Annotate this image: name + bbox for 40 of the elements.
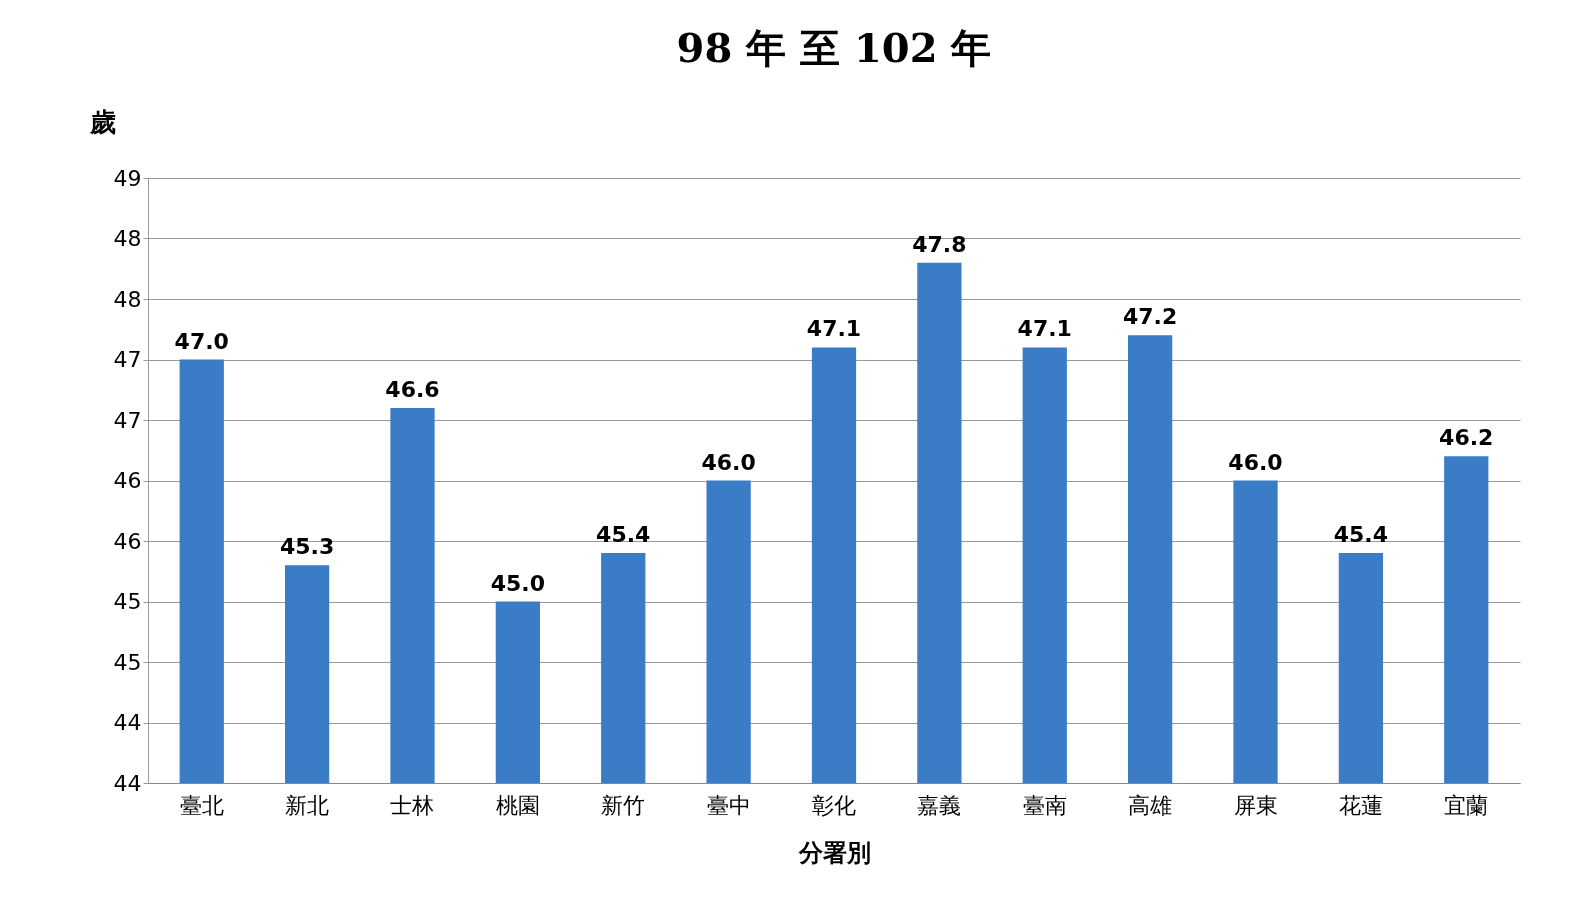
y-tick-label: 47 <box>113 407 142 433</box>
chart-title: 98 年 至 102 年 <box>676 24 992 71</box>
data-label: 46.0 <box>1228 449 1283 475</box>
x-tick-label: 士林 <box>390 792 435 818</box>
data-label: 46.6 <box>385 376 440 402</box>
y-tick-label: 48 <box>113 226 142 251</box>
y-tick-label: 46 <box>113 528 142 554</box>
data-label: 47.0 <box>174 328 229 354</box>
y-axis-title: 歲 <box>89 107 116 137</box>
data-label: 45.0 <box>490 570 546 596</box>
x-tick-label: 宜蘭 <box>1444 792 1489 818</box>
x-tick-label: 彰化 <box>812 792 856 818</box>
y-tick-label: 45 <box>113 589 142 614</box>
y-tick-label: 46 <box>113 468 142 493</box>
data-label: 47.1 <box>806 316 862 342</box>
x-tick-label: 新竹 <box>601 792 646 818</box>
x-tick-label: 高雄 <box>1128 792 1173 818</box>
x-tick-label: 花蓮 <box>1338 792 1383 818</box>
data-label: 45.3 <box>279 534 335 560</box>
y-tick-label: 44 <box>113 770 142 796</box>
y-tick-label: 48 <box>113 286 142 312</box>
data-label: 45.4 <box>596 522 651 548</box>
x-tick-label: 屏東 <box>1233 792 1278 818</box>
y-tick-label: 49 <box>113 165 142 191</box>
x-tick-label: 臺中 <box>706 792 751 818</box>
y-tick-label: 44 <box>113 710 142 735</box>
x-tick-label: 臺北 <box>179 792 224 818</box>
x-tick-label: 嘉義 <box>917 792 962 818</box>
y-tick-label: 45 <box>113 649 142 675</box>
data-label: 46.2 <box>1439 425 1494 451</box>
x-tick-label: 桃園 <box>495 792 540 818</box>
data-label: 46.0 <box>701 449 756 475</box>
y-tick-label: 47 <box>113 347 142 372</box>
x-tick-label: 臺南 <box>1022 792 1067 818</box>
data-label: 47.8 <box>912 231 967 257</box>
data-label: 47.2 <box>1122 304 1178 330</box>
data-label: 45.4 <box>1333 522 1389 548</box>
x-axis-title: 分署別 <box>797 838 871 867</box>
data-label: 47.1 <box>1017 316 1072 342</box>
x-tick-label: 新北 <box>285 792 330 818</box>
